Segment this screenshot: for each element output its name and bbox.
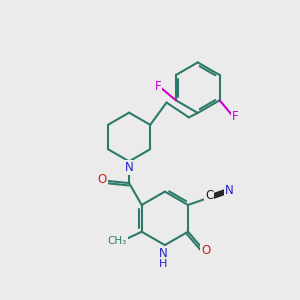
Text: O: O xyxy=(201,244,211,257)
Text: N: N xyxy=(224,184,233,196)
Text: C: C xyxy=(205,189,213,202)
Text: N: N xyxy=(159,247,168,260)
Text: F: F xyxy=(232,110,238,123)
Text: O: O xyxy=(98,173,107,186)
Text: H: H xyxy=(159,259,168,269)
Text: N: N xyxy=(125,161,134,174)
Text: CH₃: CH₃ xyxy=(107,236,127,246)
Text: F: F xyxy=(155,80,161,93)
